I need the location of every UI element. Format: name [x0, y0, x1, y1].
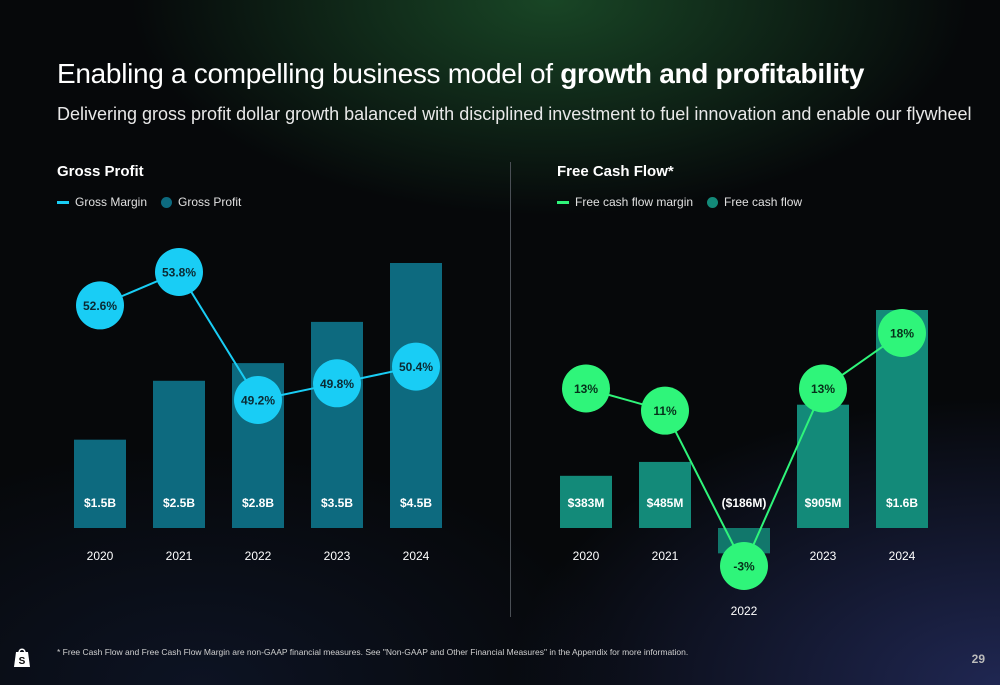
line-point: [392, 342, 440, 391]
x-tick-label: 2021: [652, 549, 679, 563]
line-point: [155, 248, 203, 296]
x-tick-label: 2020: [573, 549, 600, 563]
footnote: * Free Cash Flow and Free Cash Flow Marg…: [57, 647, 689, 657]
bar-value-label: $1.6B: [886, 496, 918, 510]
legend-line-swatch: [557, 200, 569, 204]
legend-dot-swatch: [707, 196, 719, 208]
x-tick-label: 2024: [403, 549, 430, 563]
x-tick-label: 2022: [245, 549, 272, 563]
line-data-label: 11%: [653, 404, 677, 418]
bar: [639, 461, 691, 528]
line-point: [76, 281, 124, 330]
x-tick-label: 2023: [324, 549, 351, 563]
bar-value-label: $2.8B: [242, 496, 274, 510]
bar-value-label: $1.5B: [84, 496, 116, 510]
line-data-label: 52.6%: [83, 299, 117, 313]
free-cash-flow-chart-title: Free Cash Flow*: [557, 163, 674, 180]
line-point: [562, 364, 610, 413]
bar-value-label: $383M: [568, 496, 605, 510]
line-point: [799, 364, 847, 413]
gross-profit-chart-title: Gross Profit: [57, 163, 144, 180]
legend-item-fcf: Free cash flow: [707, 195, 802, 209]
shopify-bag-icon: S: [14, 648, 30, 667]
line-data-label: 18%: [890, 327, 914, 341]
bar: [74, 439, 126, 528]
legend-label: Gross Margin: [75, 195, 148, 209]
line-point: [641, 386, 689, 435]
bar-value-label: $4.5B: [400, 496, 432, 510]
line-point: [313, 359, 361, 408]
bar-value-label: $905M: [805, 496, 842, 510]
line-data-label: 49.8%: [320, 377, 354, 391]
line-data-label: 49.2%: [241, 394, 275, 408]
free-cash-flow-legend: Free cash flow margin Free cash flow: [557, 195, 802, 209]
slide-subtitle: Delivering gross profit dollar growth ba…: [57, 104, 972, 124]
x-tick-label: 2024: [889, 549, 916, 563]
x-tick-label: 2021: [166, 549, 193, 563]
line-point: [234, 376, 282, 424]
bar-value-label: ($186M): [722, 496, 767, 510]
x-tick-label: 2023: [810, 549, 837, 563]
page-number: 29: [971, 652, 985, 666]
line-data-label: 13%: [574, 382, 598, 396]
line-data-label: 50.4%: [399, 360, 433, 374]
bar: [311, 321, 363, 528]
legend-label: Gross Profit: [178, 195, 242, 209]
legend-item-fcf-margin: Free cash flow margin: [557, 195, 693, 209]
panel-divider: [510, 162, 511, 617]
bar: [153, 380, 205, 528]
bar-value-label: $3.5B: [321, 496, 353, 510]
bar: [390, 263, 442, 528]
slide-title: Enabling a compelling business model of …: [57, 58, 865, 89]
line-data-label: 53.8%: [162, 266, 196, 280]
legend-item-gross-margin: Gross Margin: [57, 195, 147, 209]
bar-value-label: $2.5B: [163, 496, 195, 510]
x-tick-label: 2020: [87, 549, 114, 563]
legend-label: Free cash flow margin: [575, 195, 694, 209]
gross-profit-legend: Gross Margin Gross Profit: [57, 195, 241, 209]
line-point: [720, 542, 768, 590]
legend-label: Free cash flow: [724, 195, 803, 209]
bar: [560, 475, 612, 528]
bar-value-label: $485M: [647, 496, 684, 510]
svg-text:S: S: [19, 656, 26, 667]
line-data-label: 13%: [811, 382, 835, 396]
legend-item-gross-profit: Gross Profit: [161, 195, 241, 209]
x-tick-label: 2022: [731, 604, 758, 618]
line-point: [878, 309, 926, 357]
legend-dot-swatch: [161, 196, 173, 208]
line-data-label: -3%: [733, 560, 755, 574]
legend-line-swatch: [57, 200, 69, 204]
